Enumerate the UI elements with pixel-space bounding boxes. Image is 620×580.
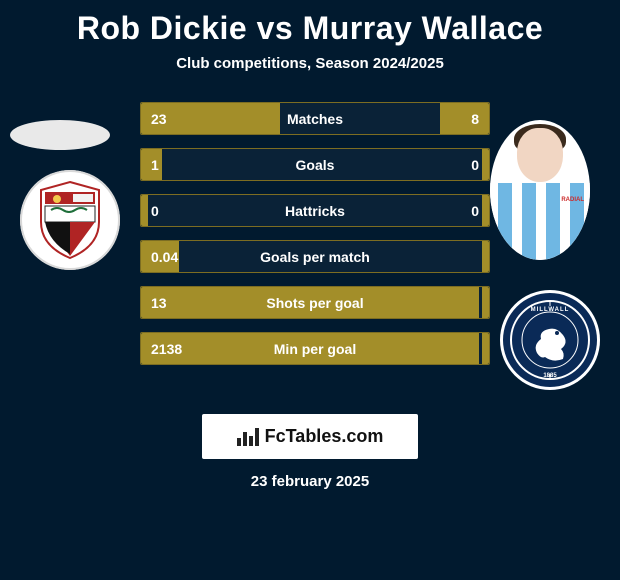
- stat-label: Goals per match: [141, 249, 489, 265]
- stat-row: 13Shots per goal: [140, 286, 490, 319]
- stat-label: Min per goal: [141, 341, 489, 357]
- stat-label: Hattricks: [141, 203, 489, 219]
- date-text: 23 february 2025: [0, 473, 620, 490]
- stat-row: 238Matches: [140, 102, 490, 135]
- stat-row: 10Goals: [140, 148, 490, 181]
- subtitle: Club competitions, Season 2024/2025: [0, 55, 620, 72]
- branding-text: FcTables.com: [265, 426, 384, 447]
- stat-row: 00Hattricks: [140, 194, 490, 227]
- stat-label: Matches: [141, 111, 489, 127]
- stat-label: Goals: [141, 157, 489, 173]
- page-title: Rob Dickie vs Murray Wallace: [0, 0, 620, 47]
- branding-badge[interactable]: FcTables.com: [202, 414, 418, 459]
- stats-bars: 238Matches 10Goals 00Hattricks 0.04Goals pe…: [140, 102, 490, 378]
- stat-row: 0.04Goals per match: [140, 240, 490, 273]
- stat-label: Shots per goal: [141, 295, 489, 311]
- bars-icon: [237, 428, 259, 446]
- stat-row: 2138Min per goal: [140, 332, 490, 365]
